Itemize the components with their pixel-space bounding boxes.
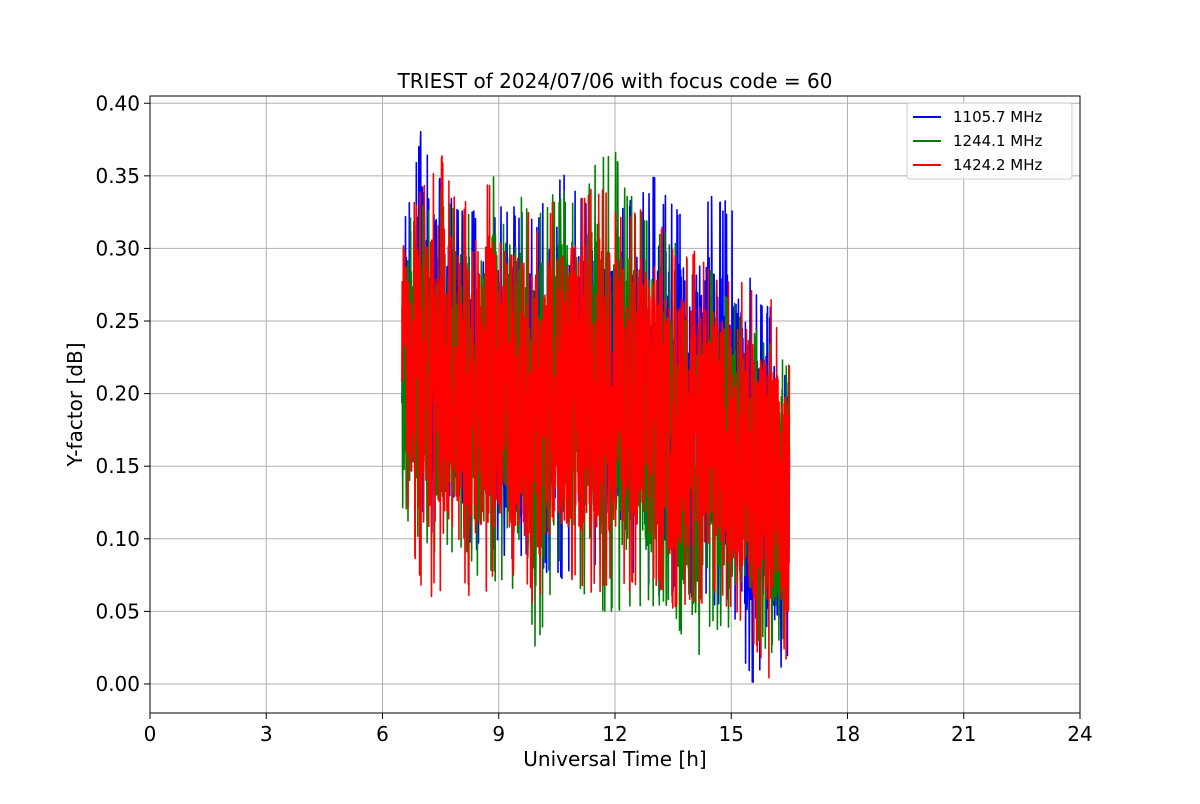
x-tick-label: 0	[144, 722, 157, 746]
x-tick-label: 9	[492, 722, 505, 746]
legend-label: 1244.1 MHz	[953, 132, 1042, 150]
y-axis-title: Y-factor [dB]	[63, 342, 87, 467]
x-tick-label: 24	[1067, 722, 1092, 746]
y-tick-label: 0.15	[95, 454, 140, 478]
chart-title: TRIEST of 2024/07/06 with focus code = 6…	[397, 69, 833, 93]
series-line-3	[401, 155, 791, 679]
series-group	[401, 130, 791, 683]
y-tick-label: 0.35	[95, 164, 140, 188]
y-tick-label: 0.05	[95, 599, 140, 623]
legend-box	[906, 102, 1073, 180]
y-tick-label: 0.40	[95, 91, 140, 115]
y-tick-label: 0.20	[95, 382, 140, 406]
y-tick-label: 0.25	[95, 309, 140, 333]
ticks: 0 3 6 9 12 15 18 21 24 0.00 0.05 0.10 0.15 0.20 0.25 0.…	[95, 91, 1092, 746]
y-tick-label: 0.00	[95, 672, 140, 696]
x-tick-label: 21	[951, 722, 976, 746]
x-tick-label: 6	[376, 722, 389, 746]
x-tick-label: 12	[602, 722, 627, 746]
legend-label: 1424.2 MHz	[953, 156, 1042, 174]
x-tick-label: 18	[835, 722, 860, 746]
y-tick-label: 0.30	[95, 236, 140, 260]
legend: 1105.7 MHz 1244.1 MHz 1424.2 MHz	[906, 102, 1073, 180]
x-tick-label: 3	[260, 722, 273, 746]
x-tick-label: 15	[719, 722, 744, 746]
legend-label: 1105.7 MHz	[953, 108, 1042, 126]
x-axis-title: Universal Time [h]	[523, 747, 706, 771]
y-tick-label: 0.10	[95, 527, 140, 551]
